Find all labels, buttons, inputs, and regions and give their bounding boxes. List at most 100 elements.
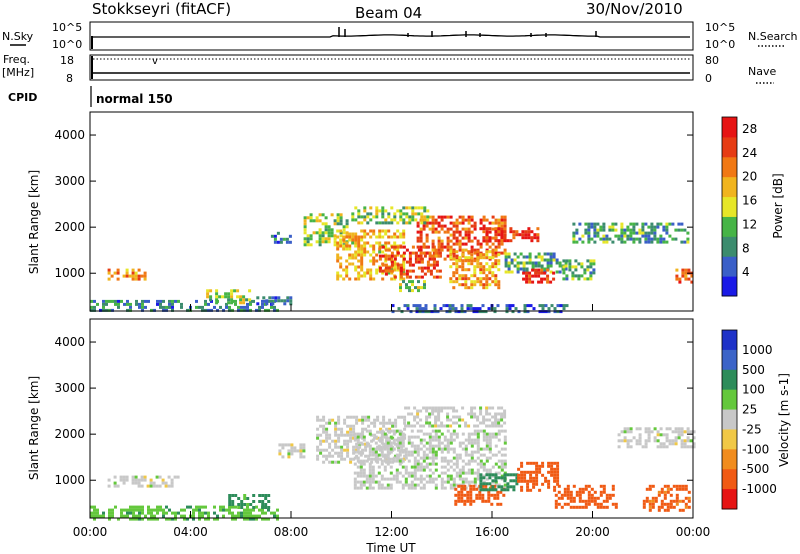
data-cell [651, 499, 655, 503]
data-cell [479, 406, 483, 410]
data-cell [171, 299, 174, 303]
data-cell [546, 277, 550, 281]
data-cell [306, 216, 310, 220]
data-cell [137, 481, 141, 485]
data-cell [215, 289, 219, 293]
data-cell [379, 427, 383, 431]
data-cell [470, 468, 474, 472]
data-cell [413, 468, 417, 472]
data-cell [623, 240, 627, 244]
data-cell [556, 479, 560, 483]
data-cell [422, 459, 426, 463]
data-cell [325, 433, 329, 437]
data-cell [485, 277, 489, 281]
data-cell [470, 480, 474, 484]
data-cell [365, 474, 369, 478]
data-cell [419, 227, 423, 231]
data-cell [252, 508, 255, 512]
data-cell [246, 511, 249, 515]
data-cell [452, 254, 456, 258]
data-cell [375, 253, 379, 257]
data-cell [283, 302, 287, 306]
data-cell [494, 432, 498, 436]
data-cell [302, 449, 306, 453]
data-cell [520, 485, 524, 489]
data-cell [537, 261, 541, 265]
data-cell [458, 230, 462, 234]
data-cell [389, 465, 393, 469]
data-cell [410, 435, 414, 439]
data-cell [352, 448, 356, 452]
data-cell [243, 503, 247, 506]
data-cell [156, 508, 159, 512]
data-cell [528, 271, 532, 275]
data-cell [264, 517, 267, 521]
data-cell [261, 508, 264, 512]
data-cell [526, 461, 530, 465]
data-cell [352, 436, 356, 440]
data-cell [443, 459, 447, 463]
data-cell [443, 480, 447, 484]
data-cell [550, 470, 554, 474]
data-cell [671, 430, 675, 434]
data-cell [417, 260, 421, 264]
data-cell [420, 260, 424, 264]
data-cell [632, 237, 636, 241]
data-cell [417, 206, 421, 210]
data-cell [342, 231, 346, 235]
data-cell [113, 475, 117, 479]
data-cell [485, 283, 489, 287]
data-cell [446, 236, 450, 240]
data-cell [572, 484, 576, 488]
data-cell [440, 441, 444, 445]
data-cell [472, 310, 476, 314]
data-cell [503, 421, 507, 425]
data-cell [360, 247, 364, 251]
data-cell [503, 459, 507, 463]
data-cell [449, 418, 453, 422]
data-cell [373, 421, 377, 425]
data-cell [448, 304, 452, 308]
data-cell [407, 435, 411, 439]
data-cell [482, 476, 486, 480]
data-cell [446, 438, 450, 442]
data-cell [414, 260, 418, 264]
data-cell [371, 468, 375, 472]
data-cell [455, 280, 459, 284]
data-cell [345, 265, 349, 269]
data-cell [353, 456, 357, 460]
data-cell [131, 478, 135, 482]
data-cell [467, 462, 471, 466]
data-cell [412, 304, 416, 308]
data-cell [431, 224, 435, 228]
data-cell [476, 242, 480, 246]
data-cell [405, 272, 409, 276]
data-cell [470, 438, 474, 442]
data-cell [286, 296, 290, 300]
data-cell [432, 251, 436, 255]
data-cell [416, 224, 420, 228]
data-cell [443, 456, 447, 460]
data-cell [425, 474, 429, 478]
data-cell [227, 301, 231, 305]
data-cell [635, 442, 639, 446]
data-cell [473, 274, 477, 278]
data-cell [440, 224, 444, 228]
data-cell [402, 241, 406, 245]
data-cell [497, 280, 501, 284]
data-cell [165, 305, 168, 309]
data-cell [467, 256, 471, 260]
data-cell [381, 221, 385, 225]
data-cell [170, 481, 174, 485]
data-cell [517, 310, 521, 314]
data-cell [487, 499, 491, 503]
data-cell [167, 475, 171, 479]
data-cell [401, 444, 405, 448]
data-cell [374, 480, 378, 484]
data-cell [249, 511, 252, 515]
data-cell [484, 484, 488, 488]
data-cell [437, 424, 441, 428]
data-cell [385, 427, 389, 431]
data-cell [404, 480, 408, 484]
data-cell [473, 236, 477, 240]
